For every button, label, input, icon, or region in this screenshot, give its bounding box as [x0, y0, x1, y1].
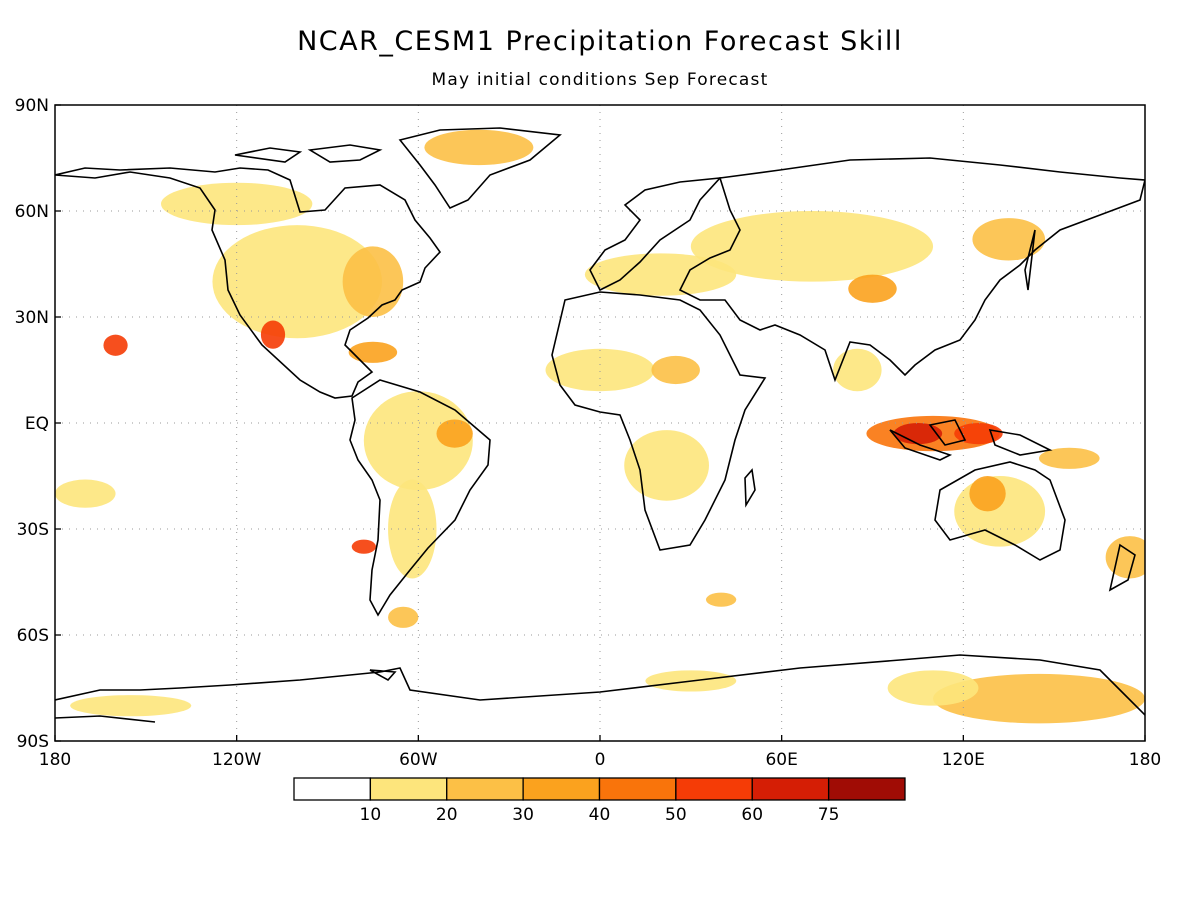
colorbar-swatch: [522, 777, 601, 801]
colorbar-label: 30: [512, 805, 534, 825]
y-tick-label: 30S: [17, 520, 49, 540]
colorbar-label: 60: [741, 805, 763, 825]
skill-region: [55, 479, 116, 508]
skill-region: [1039, 447, 1100, 469]
skill-region: [436, 419, 473, 448]
colorbar-label: 50: [665, 805, 687, 825]
x-tick-label: 60E: [765, 750, 797, 770]
colorbar-swatch: [369, 777, 448, 801]
y-tick-label: 60S: [17, 626, 49, 646]
skill-region: [545, 348, 655, 392]
skill-region: [833, 348, 882, 392]
skill-region: [103, 334, 128, 356]
skill-region: [348, 341, 398, 363]
skill-region: [260, 320, 286, 349]
y-tick-label: 90S: [17, 732, 49, 752]
skill-region: [624, 430, 709, 501]
skill-region: [893, 423, 943, 445]
skill-region: [972, 218, 1046, 261]
colorbar-swatch: [827, 777, 906, 801]
x-tick-label: 180: [1129, 750, 1161, 770]
map-title: NCAR_CESM1 Precipitation Forecast Skill: [297, 26, 903, 57]
skill-shading-layer: [55, 129, 1145, 724]
colorbar-swatch: [675, 777, 753, 801]
y-tick-label: EQ: [25, 414, 49, 434]
colorbar-label: 40: [589, 805, 611, 825]
x-tick-label: 180: [39, 750, 71, 770]
x-tick-label: 60W: [399, 750, 438, 770]
map-subtitle: May initial conditions Sep Forecast: [431, 70, 769, 90]
skill-region: [954, 423, 1003, 445]
skill-region: [363, 391, 473, 491]
colorbar-swatch: [598, 777, 677, 801]
colorbar: 10 20 30 40 50 60 75: [293, 777, 906, 825]
colorbar-label: 20: [436, 805, 458, 825]
skill-region: [70, 695, 192, 717]
coastlines: [55, 127, 1145, 723]
skill-region: [584, 253, 737, 296]
skill-region: [424, 129, 534, 166]
longitude-ticks: 180 120W 60W 0 60E 120E 180: [39, 735, 1161, 770]
skill-region: [933, 673, 1145, 724]
colorbar-swatch: [751, 777, 830, 801]
skill-region: [848, 274, 897, 303]
skill-region: [651, 355, 700, 385]
x-tick-label: 120E: [942, 750, 985, 770]
gridlines: [55, 105, 1145, 741]
y-tick-label: 30N: [15, 308, 49, 328]
x-tick-label: 120W: [212, 750, 261, 770]
skill-region: [342, 246, 404, 317]
skill-region: [388, 606, 419, 628]
y-tick-label: 90N: [15, 96, 49, 116]
skill-region: [969, 476, 1006, 512]
skill-region: [690, 211, 934, 282]
skill-region: [705, 592, 737, 607]
latitude-ticks: 90N 60N 30N EQ 30S 60S 90S: [15, 96, 61, 752]
colorbar-swatch: [293, 777, 372, 801]
x-tick-label: 0: [595, 750, 606, 770]
skill-region: [351, 539, 376, 554]
colorbar-label: 10: [360, 805, 382, 825]
colorbar-label: 75: [818, 805, 840, 825]
colorbar-swatch: [446, 777, 524, 801]
skill-region: [887, 670, 979, 706]
skill-region: [212, 225, 382, 339]
y-tick-label: 60N: [15, 202, 49, 222]
